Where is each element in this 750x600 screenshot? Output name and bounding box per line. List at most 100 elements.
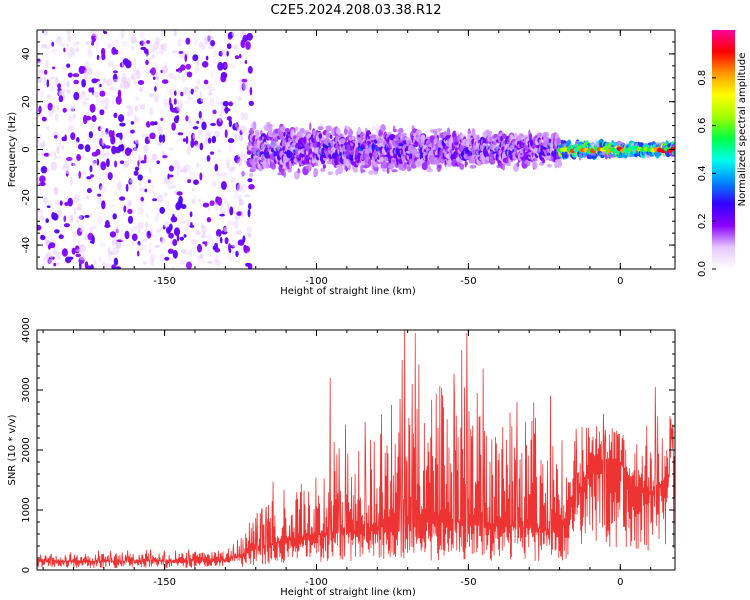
heatmap-cell bbox=[85, 40, 90, 46]
heatmap-cell bbox=[84, 214, 90, 218]
heatmap-cell bbox=[185, 206, 188, 212]
heatmap-cell bbox=[380, 124, 386, 133]
heatmap-cell bbox=[476, 134, 480, 141]
heatmap-cell bbox=[240, 56, 244, 65]
heatmap-cell bbox=[57, 36, 61, 40]
heatmap-cell bbox=[157, 194, 164, 204]
heatmap-cell bbox=[242, 153, 248, 159]
heatmap-cell bbox=[241, 78, 248, 83]
colorbar-tick-label: 0.4 bbox=[697, 165, 708, 181]
heatmap-cell bbox=[170, 216, 178, 223]
heatmap-cell bbox=[61, 64, 67, 72]
heatmap-cell bbox=[104, 97, 110, 104]
heatmap-cell bbox=[114, 266, 122, 269]
heatmap-cell bbox=[217, 126, 223, 131]
heatmap-cell bbox=[227, 220, 234, 227]
heatmap-cell bbox=[39, 181, 46, 187]
heatmap-cell bbox=[190, 239, 198, 245]
heatmap-cell bbox=[227, 206, 230, 214]
heatmap-cell bbox=[463, 133, 467, 138]
heatmap-cell bbox=[217, 149, 222, 153]
heatmap-cell bbox=[56, 209, 63, 216]
heatmap-cell bbox=[211, 135, 217, 144]
heatmap-cell bbox=[38, 105, 42, 114]
heatmap-cell bbox=[43, 77, 46, 87]
heatmap-cell bbox=[108, 129, 113, 138]
heatmap-cell bbox=[94, 265, 97, 269]
heatmap-cell bbox=[287, 169, 292, 173]
heatmap-cell bbox=[76, 154, 81, 161]
heatmap-cell bbox=[178, 51, 184, 54]
heatmap-cell bbox=[67, 115, 73, 123]
heatmap-cell bbox=[248, 100, 254, 106]
heatmap-cell bbox=[81, 170, 87, 175]
heatmap-cell bbox=[46, 168, 50, 172]
heatmap-cell bbox=[135, 96, 140, 102]
heatmap-cell bbox=[469, 164, 477, 169]
heatmap-cell bbox=[226, 254, 233, 261]
heatmap-cell bbox=[205, 55, 209, 61]
heatmap-cell bbox=[75, 253, 82, 258]
heatmap-cell bbox=[219, 213, 225, 217]
heatmap-cell bbox=[179, 259, 187, 265]
heatmap-cell bbox=[66, 63, 71, 68]
heatmap-cell bbox=[198, 129, 203, 136]
heatmap-cell bbox=[64, 167, 71, 174]
heatmap-cell bbox=[247, 232, 252, 238]
heatmap-cell bbox=[149, 56, 152, 62]
heatmap-cell bbox=[157, 117, 160, 125]
heatmap-cell bbox=[104, 101, 109, 109]
heatmap-cell bbox=[189, 249, 193, 257]
heatmap-cell bbox=[154, 93, 159, 103]
heatmap-cell bbox=[189, 224, 195, 228]
heatmap-cell bbox=[112, 84, 116, 92]
heatmap-cell bbox=[97, 193, 102, 197]
heatmap-cell bbox=[230, 177, 236, 184]
heatmap-cell bbox=[237, 152, 241, 158]
heatmap-cell bbox=[55, 76, 59, 86]
heatmap-cell bbox=[231, 249, 235, 258]
heatmap-cell bbox=[58, 95, 64, 103]
heatmap-cell bbox=[236, 126, 242, 132]
heatmap-cell bbox=[277, 172, 282, 176]
heatmap-cell bbox=[48, 258, 55, 264]
heatmap-cell bbox=[88, 49, 93, 58]
heatmap-cell bbox=[144, 188, 148, 193]
heatmap-cell bbox=[66, 30, 72, 36]
heatmap-cell bbox=[227, 138, 235, 144]
heatmap-cell bbox=[172, 265, 175, 269]
heatmap-cell bbox=[148, 189, 155, 195]
heatmap-cell bbox=[140, 196, 144, 202]
heatmap-cell bbox=[198, 80, 201, 88]
heatmap-cell bbox=[244, 194, 250, 198]
heatmap-cell bbox=[242, 82, 249, 91]
heatmap-cell bbox=[216, 235, 220, 244]
heatmap-cell bbox=[501, 133, 507, 139]
heatmap-cell bbox=[231, 30, 237, 38]
heatmap-cell bbox=[76, 206, 82, 211]
heatmap-cell bbox=[88, 131, 93, 139]
heatmap-cell bbox=[99, 126, 106, 132]
heatmap-cell bbox=[386, 167, 390, 174]
heatmap-cell bbox=[84, 60, 91, 70]
heatmap-cell bbox=[92, 91, 99, 97]
heatmap-cell bbox=[162, 42, 168, 52]
heatmap-cell bbox=[168, 165, 174, 172]
heatmap-cell bbox=[58, 234, 64, 239]
heatmap-cell bbox=[591, 155, 597, 159]
heatmap-cell bbox=[72, 49, 76, 58]
heatmap-cell bbox=[69, 215, 74, 223]
heatmap-cell bbox=[99, 90, 106, 97]
heatmap-cell bbox=[221, 171, 228, 177]
heatmap-cell bbox=[222, 100, 229, 107]
heatmap-cell bbox=[162, 155, 168, 159]
heatmap-cell bbox=[185, 135, 189, 145]
heatmap-cell bbox=[44, 69, 48, 75]
heatmap-cell bbox=[144, 154, 147, 163]
heatmap-cell bbox=[133, 76, 137, 86]
heatmap-cell bbox=[221, 49, 226, 58]
heatmap-cell bbox=[283, 131, 286, 137]
heatmap-cell bbox=[85, 115, 92, 121]
heatmap-cell bbox=[283, 170, 287, 178]
heatmap-cell bbox=[143, 237, 148, 243]
